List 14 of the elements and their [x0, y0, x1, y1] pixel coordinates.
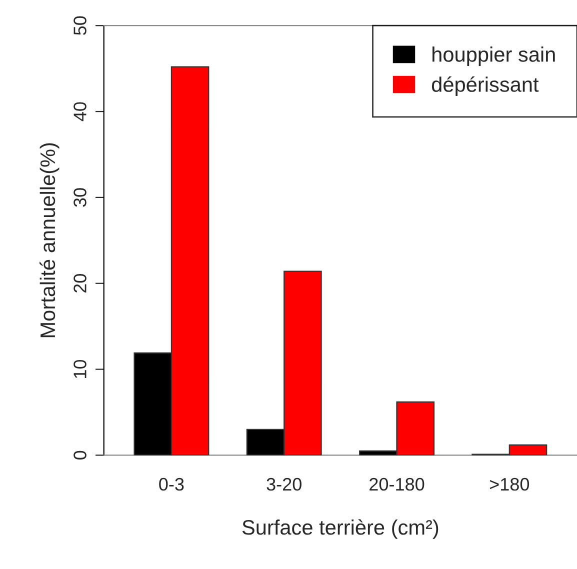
x-tick-label: >180 — [490, 478, 530, 491]
y-axis-title: Mortalité annuelle(%) — [40, 143, 60, 338]
legend-label: houppier sain — [432, 46, 555, 66]
x-tick-label: 20-180 — [370, 478, 424, 491]
legend-label: dépérissant — [432, 76, 539, 96]
y-tick-label: 40 — [74, 102, 86, 122]
y-tick-label: 50 — [74, 16, 86, 35]
x-tick-label: 3-20 — [266, 478, 302, 491]
y-tick-label: 10 — [74, 360, 86, 378]
y-tick-label: 30 — [74, 188, 86, 207]
y-tick-label: 0 — [74, 450, 86, 460]
x-tick-label: 0-3 — [159, 478, 184, 491]
y-tick-label: 20 — [74, 274, 86, 292]
x-axis-title: Surface terrière (cm²) — [242, 519, 438, 539]
